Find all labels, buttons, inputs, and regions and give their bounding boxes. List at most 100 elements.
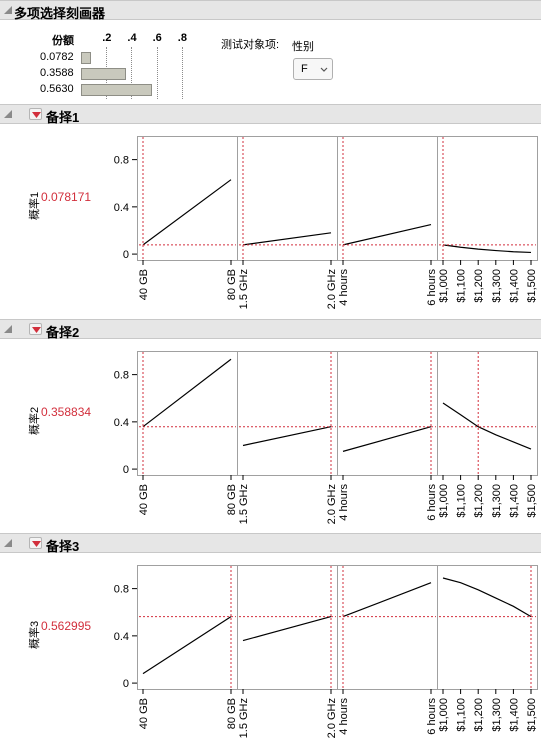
red-triangle-menu-button[interactable] (29, 323, 42, 335)
profile-panel-frame (237, 565, 338, 690)
x-tick-label: 4 hours (338, 698, 350, 735)
x-tick-label: 1.5 GHz (238, 698, 250, 738)
subject-attribute: 性别 (292, 41, 314, 53)
x-tick-label: $1,500 (526, 269, 538, 303)
y-tick-label: 0.4 (114, 631, 129, 643)
alternative-title: 备择1 (46, 110, 80, 125)
share-tick-label: .2 (102, 32, 112, 44)
profile-panel-frame (237, 351, 338, 476)
x-tick-label: 80 GB (226, 698, 238, 729)
current-probability-value: 0.078171 (41, 190, 92, 204)
x-tick-label: 1.5 GHz (238, 269, 250, 309)
y-tick-label: 0 (123, 464, 129, 476)
x-tick-label: $1,200 (473, 269, 485, 303)
share-tick-label: .4 (127, 32, 137, 44)
red-triangle-menu-button[interactable] (29, 108, 42, 120)
share-value-label: 0.3588 (40, 67, 74, 79)
x-tick-label: $1,300 (491, 698, 503, 732)
x-tick-label: $1,400 (508, 698, 520, 732)
x-tick-label: 2.0 GHz (326, 269, 338, 309)
profile-trace (342, 223, 432, 246)
x-tick-label: $1,200 (473, 484, 485, 518)
dropdown-value: F (301, 63, 308, 75)
y-tick-label: 0 (123, 249, 129, 261)
share-bar (81, 84, 152, 96)
x-tick-label: $1,500 (526, 698, 538, 732)
profile-panel-frame (437, 136, 538, 261)
x-tick-label: $1,400 (508, 484, 520, 518)
x-tick-label: $1,000 (438, 698, 450, 732)
collapse-triangle-icon[interactable] (3, 5, 13, 15)
profile-trace (342, 426, 432, 452)
x-tick-label: $1,100 (456, 698, 468, 732)
profiler-header: 多项选择刻画器 (0, 0, 541, 21)
x-tick-label: $1,400 (508, 269, 520, 303)
share-tick-label: .8 (177, 32, 187, 44)
alternative-header: 备择2 (0, 319, 541, 340)
x-tick-label: 6 hours (426, 698, 438, 735)
x-tick-label: 80 GB (226, 269, 238, 300)
share-gridline (181, 47, 183, 99)
x-tick-label: 6 hours (426, 269, 438, 306)
share-value-label: 0.0782 (40, 51, 74, 63)
current-probability-value: 0.562995 (41, 619, 92, 633)
profile-trace (242, 616, 332, 642)
x-tick-label: 1.5 GHz (238, 484, 250, 524)
y-tick-label: 0.4 (114, 202, 129, 214)
x-tick-label: 40 GB (138, 269, 150, 300)
current-probability-value: 0.358834 (41, 405, 92, 419)
profile-panel-frame (137, 136, 238, 261)
x-tick-label: $1,300 (491, 484, 503, 518)
x-tick-label: 6 hours (426, 484, 438, 521)
x-tick-label: $1,500 (526, 484, 538, 518)
x-tick-label: 2.0 GHz (326, 484, 338, 524)
red-triangle-icon (32, 541, 41, 547)
profile-panel-frame (237, 136, 338, 261)
profile-panel-frame (137, 565, 238, 690)
shares-header: 份额 (52, 35, 74, 47)
red-triangle-icon (32, 327, 41, 333)
profile-panel-frame (137, 351, 238, 476)
profile-panel-frame (337, 136, 438, 261)
share-gridline (156, 47, 158, 99)
x-tick-label: $1,100 (456, 484, 468, 518)
share-bar (81, 68, 127, 80)
subject-label: 测试对象项: (221, 39, 280, 51)
x-tick-label: 2.0 GHz (326, 698, 338, 738)
x-tick-label: $1,200 (473, 698, 485, 732)
x-tick-label: 4 hours (338, 484, 350, 521)
profile-panel-frame (437, 351, 538, 476)
profile-trace (442, 577, 532, 618)
profile-trace (142, 358, 232, 428)
x-tick-label: 80 GB (226, 484, 238, 515)
y-tick-label: 0.8 (114, 155, 129, 167)
profile-panel-frame (337, 565, 438, 690)
profile-trace (242, 426, 332, 447)
alternative-header: 备择1 (0, 104, 541, 125)
collapse-triangle-icon[interactable] (3, 324, 13, 334)
y-tick-label: 0.8 (114, 370, 129, 382)
subject-dropdown[interactable]: F (293, 58, 333, 80)
profile-panel-frame (437, 565, 538, 690)
y-tick-label: 0.8 (114, 584, 129, 596)
profile-panel-frame (337, 351, 438, 476)
x-tick-label: $1,000 (438, 269, 450, 303)
x-tick-label: $1,000 (438, 484, 450, 518)
collapse-triangle-icon[interactable] (3, 109, 13, 119)
alternative-title: 备择2 (46, 325, 80, 340)
alternative-title: 备择3 (46, 539, 80, 554)
x-tick-label: 4 hours (338, 269, 350, 306)
red-triangle-icon (32, 112, 41, 118)
y-tick-label: 0.4 (114, 417, 129, 429)
profile-trace (242, 232, 332, 246)
share-gridline (131, 47, 133, 99)
share-tick-label: .6 (152, 32, 162, 44)
x-tick-label: 40 GB (138, 484, 150, 515)
profile-trace (442, 244, 532, 254)
collapse-triangle-icon[interactable] (3, 538, 13, 548)
red-triangle-menu-button[interactable] (29, 537, 42, 549)
x-tick-label: $1,100 (456, 269, 468, 303)
profile-trace (142, 616, 232, 675)
